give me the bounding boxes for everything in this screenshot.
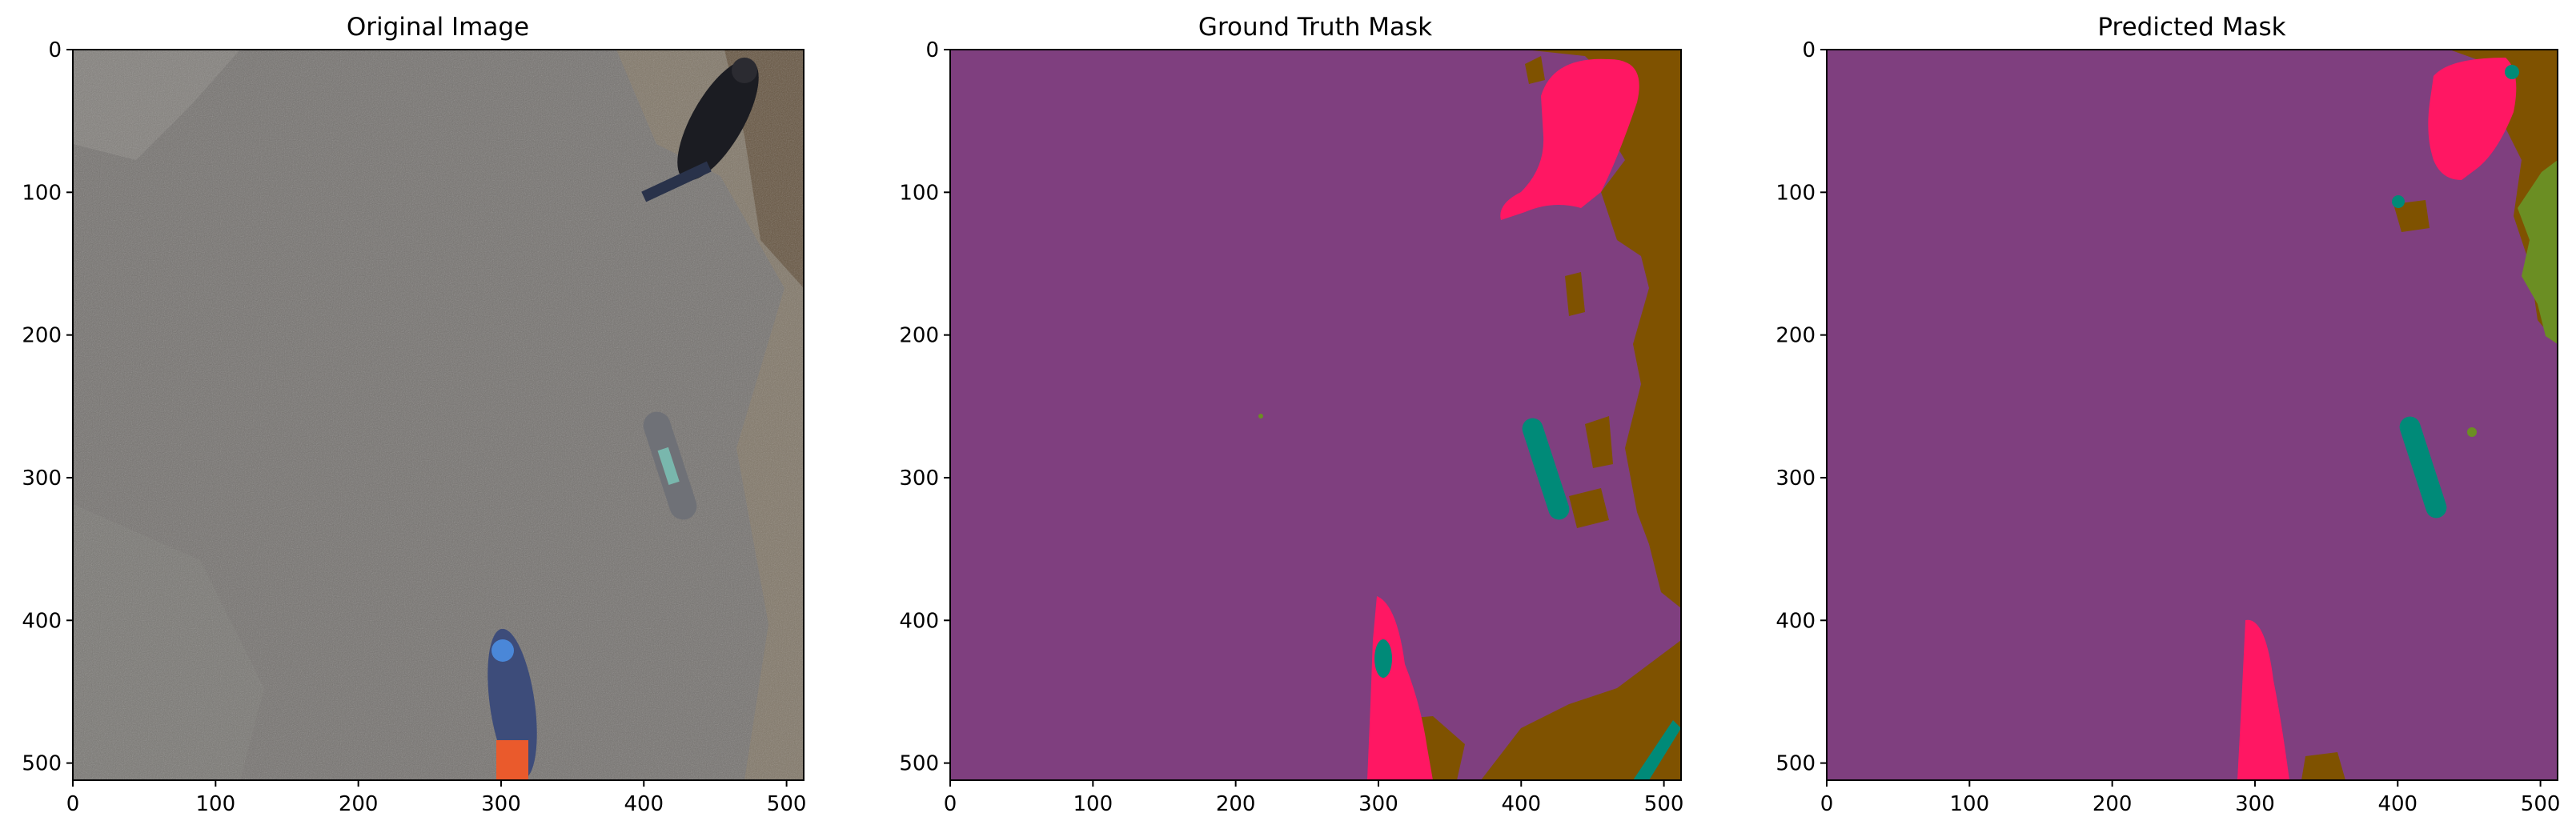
y-tick-label: 0 xyxy=(1802,38,1816,62)
x-tick-label: 400 xyxy=(1501,792,1541,816)
panel-title: Ground Truth Mask xyxy=(1198,13,1432,42)
panel-title: Predicted Mask xyxy=(2097,13,2285,42)
y-tick-label: 300 xyxy=(899,467,939,491)
mask-region-pink-bottom xyxy=(2237,619,2289,780)
y-axis-ticks: 0 100 200 300 400 500 xyxy=(899,38,950,776)
x-tick-label: 500 xyxy=(1644,792,1684,816)
x-tick-label: 200 xyxy=(1216,792,1256,816)
photo-skateboard xyxy=(643,411,697,520)
mask-background xyxy=(1827,50,2558,780)
mask-region-brown-small xyxy=(2393,200,2430,232)
y-axis-ticks: 0 100 200 300 400 500 xyxy=(1776,38,1827,776)
x-tick-label: 200 xyxy=(2092,792,2133,816)
mask-region-brown-bottom xyxy=(1481,640,1681,780)
panel-title: Original Image xyxy=(347,13,529,42)
y-tick-label: 300 xyxy=(22,467,62,491)
x-tick-label: 0 xyxy=(66,792,80,816)
x-tick-label: 300 xyxy=(481,792,521,816)
y-tick-label: 300 xyxy=(1776,467,1816,491)
mask-region-teal-skateboard xyxy=(1522,418,1570,520)
y-tick-label: 200 xyxy=(22,324,62,348)
y-tick-label: 100 xyxy=(899,181,939,205)
y-tick-label: 400 xyxy=(899,609,939,633)
mask-region-teal-small-2 xyxy=(2392,195,2405,208)
x-tick-label: 0 xyxy=(944,792,957,816)
y-tick-label: 100 xyxy=(1776,181,1816,205)
axes-frame xyxy=(72,49,804,781)
y-tick-label: 0 xyxy=(48,38,62,62)
x-tick-label: 200 xyxy=(339,792,379,816)
y-tick-label: 400 xyxy=(1776,609,1816,633)
mask-region-pink-top xyxy=(1500,58,1639,220)
photo-area xyxy=(73,50,804,780)
x-tick-label: 100 xyxy=(1950,792,1990,816)
x-tick-label: 400 xyxy=(2377,792,2418,816)
y-tick-label: 100 xyxy=(22,181,62,205)
x-tick-label: 500 xyxy=(2521,792,2561,816)
y-axis-ticks: 0 100 200 300 400 500 xyxy=(22,38,73,776)
mask-region-teal-edge xyxy=(1633,720,1681,780)
mask-region-green xyxy=(2518,160,2558,344)
axes-frame xyxy=(949,49,1682,781)
x-tick-label: 300 xyxy=(1358,792,1398,816)
mask-region-teal-small xyxy=(2505,65,2519,79)
photo-person-bottom xyxy=(488,628,537,780)
y-tick-label: 400 xyxy=(22,609,62,633)
x-tick-label: 500 xyxy=(767,792,807,816)
mask-area xyxy=(1827,50,2558,780)
mask-region-brown xyxy=(1525,50,1681,608)
y-tick-label: 500 xyxy=(1776,752,1816,776)
y-tick-label: 500 xyxy=(22,752,62,776)
mask-region-teal-skateboard xyxy=(2399,416,2447,519)
mask-area xyxy=(950,50,1681,780)
mask-region-pink-top xyxy=(2428,58,2517,180)
panel-original-image: Original Image 0 100 200 300 xyxy=(22,13,806,816)
x-axis-ticks: 0 100 200 300 400 500 xyxy=(1820,780,2561,816)
photo-person-top xyxy=(641,58,759,202)
panel-ground-truth-mask: Ground Truth Mask 0 100 200 300 400 500 0 100 2… xyxy=(899,13,1683,816)
x-tick-label: 100 xyxy=(196,792,236,816)
mask-region-teal-small xyxy=(1374,639,1392,678)
axes-frame xyxy=(1826,49,2558,781)
mask-region-brown-bottom xyxy=(2301,752,2345,780)
x-tick-label: 400 xyxy=(624,792,664,816)
y-tick-label: 500 xyxy=(899,752,939,776)
mask-region-brown-patches xyxy=(1525,56,1613,528)
x-axis-ticks: 0 100 200 300 400 500 xyxy=(66,780,807,816)
mask-region-green-dot xyxy=(2467,427,2477,437)
x-tick-label: 300 xyxy=(2235,792,2275,816)
mask-region-brown xyxy=(2401,50,2558,344)
y-tick-label: 200 xyxy=(1776,324,1816,348)
x-axis-ticks: 0 100 200 300 400 500 xyxy=(944,780,1684,816)
y-tick-label: 0 xyxy=(925,38,939,62)
x-tick-label: 100 xyxy=(1073,792,1113,816)
x-tick-label: 0 xyxy=(1820,792,1834,816)
mask-region-green-dot xyxy=(1258,414,1263,419)
panel-predicted-mask: Predicted Mask 0 100 200 300 400 500 0 100 200 3… xyxy=(1776,13,2560,816)
y-tick-label: 200 xyxy=(899,324,939,348)
